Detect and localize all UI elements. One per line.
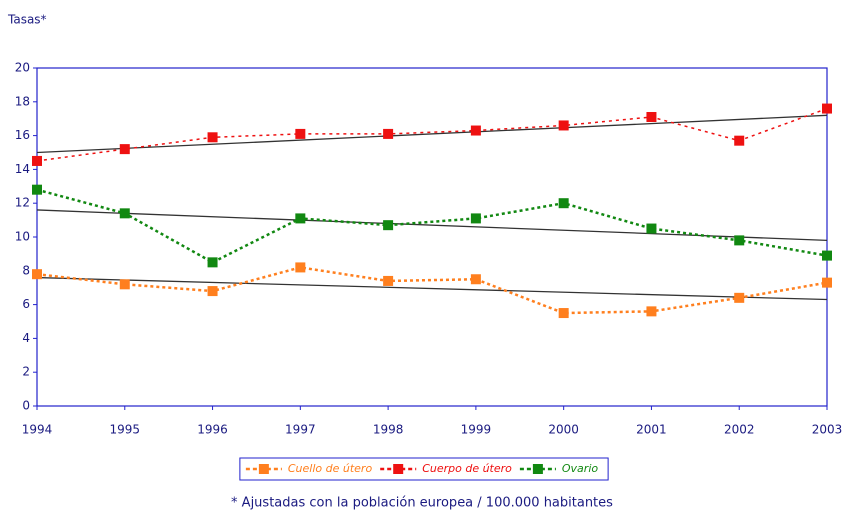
trend-line [36,276,828,301]
x-tick-label: 2003 [812,423,843,437]
marker [734,235,745,246]
marker [295,213,306,224]
marker [32,184,42,195]
y-tick-label: 2 [22,365,30,379]
series-line [36,188,828,264]
marker [207,132,218,143]
legend-swatch-marker [258,464,269,474]
marker [32,155,42,166]
marker [119,279,130,290]
marker [470,274,481,285]
y-tick-label: 4 [22,331,30,345]
marker [207,286,218,297]
marker [822,250,832,261]
marker [119,144,130,155]
marker [119,208,130,219]
marker [646,112,657,123]
x-tick-label: 1994 [22,423,53,437]
legend-label: Cuello de útero [288,462,373,475]
marker [295,262,306,273]
marker [734,135,745,146]
marker [470,213,481,224]
trend-line [36,114,828,154]
x-tick-label: 1996 [197,423,228,437]
footnote: * Ajustadas con la población europea / 1… [231,496,613,511]
y-tick-label: 18 [15,94,30,108]
x-tick-label: 1995 [110,423,141,437]
legend-label: Cuerpo de útero [422,462,512,475]
x-tick-label: 2002 [724,423,755,437]
marker [558,308,569,319]
x-tick-label: 1998 [373,423,404,437]
y-tick-label: 6 [22,297,30,311]
marker [470,125,481,136]
legend-swatch-marker [532,464,543,474]
y-tick-label: 16 [15,128,30,142]
marker [207,257,218,268]
legend-label: Ovario [562,462,598,475]
marker [295,128,306,139]
series-line [36,107,828,162]
marker [558,198,569,209]
marker [32,269,42,280]
marker [646,306,657,317]
y-tick-label: 10 [15,230,30,244]
y-tick-label: 20 [15,61,30,75]
marker [822,277,832,288]
marker [646,223,657,234]
series-line [36,266,828,315]
marker [734,292,745,303]
x-tick-label: 2000 [548,423,579,437]
y-tick-label: 14 [15,162,30,176]
marker [558,120,569,131]
legend [239,457,609,481]
marker [383,128,394,139]
y-axis-label: Tasas* [7,13,47,27]
x-tick-label: 2001 [636,423,667,437]
y-tick-label: 0 [22,399,30,413]
marker [383,220,394,231]
y-tick-label: 12 [15,196,30,210]
marker [383,275,394,286]
legend-swatch-marker [393,464,404,474]
x-tick-label: 1999 [461,423,492,437]
y-tick-label: 8 [22,263,30,277]
x-tick-label: 1997 [285,423,316,437]
marker [822,103,832,114]
